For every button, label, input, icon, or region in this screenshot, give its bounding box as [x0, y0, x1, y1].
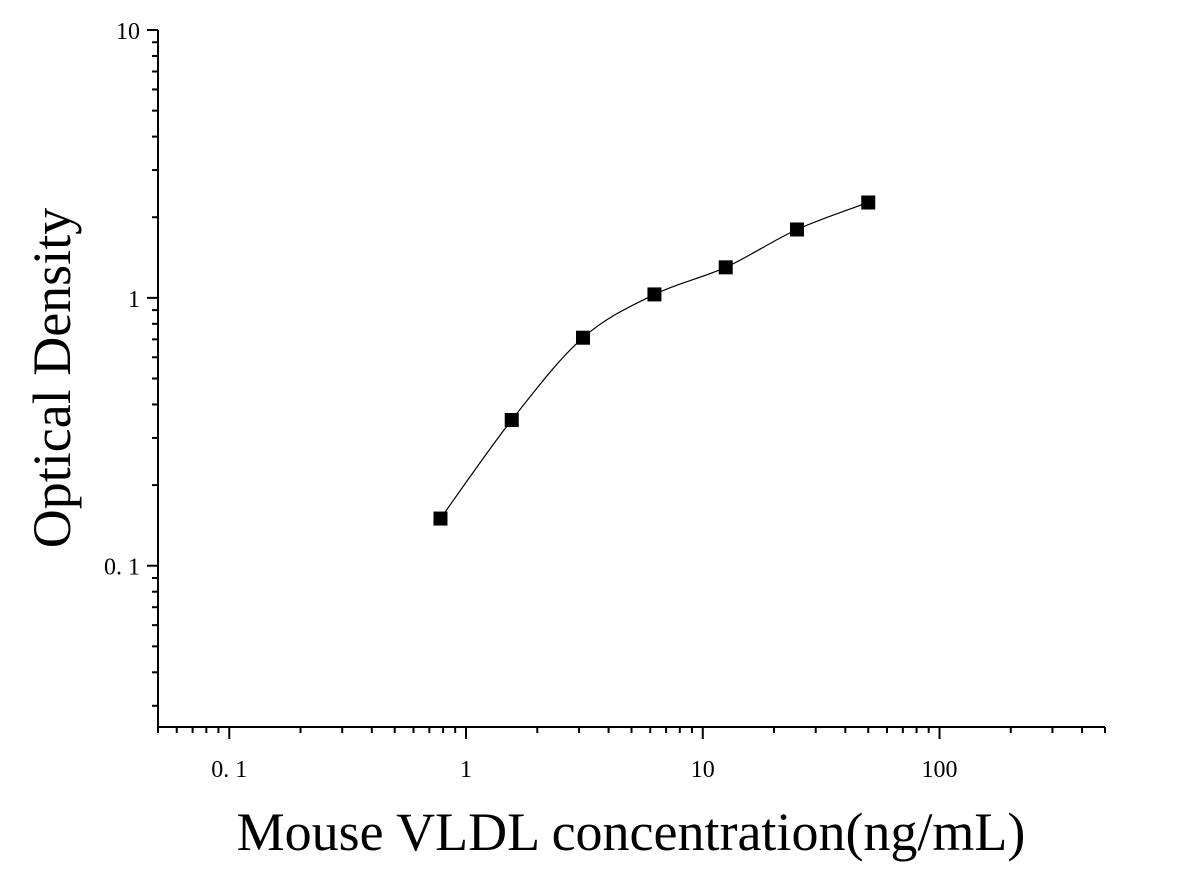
fit-curve-group: [439, 201, 869, 519]
fit-curve: [439, 201, 869, 519]
x-tick-label: 1: [460, 757, 472, 783]
data-point: [504, 412, 519, 427]
data-point: [718, 260, 733, 275]
data-point: [861, 195, 876, 210]
y-tick-label: 0. 1: [104, 555, 140, 581]
axes: [157, 30, 1105, 728]
y-axis-label: Optical Density: [22, 208, 82, 548]
x-tick-label: 0. 1: [211, 757, 247, 783]
y-tick-label: 1: [128, 287, 140, 313]
x-tick-label: 100: [922, 757, 958, 783]
x-axis-ticks: 0. 1 1 10 100: [157, 727, 1106, 783]
data-point: [576, 330, 591, 345]
data-point: [647, 287, 662, 302]
data-points: [433, 195, 876, 526]
y-tick-label: 10: [116, 19, 140, 45]
data-point: [789, 222, 804, 237]
y-axis-ticks: 0. 1 1 10: [104, 19, 158, 707]
data-point: [433, 511, 448, 526]
x-tick-label: 10: [691, 757, 715, 783]
x-axis-label: Mouse VLDL concentration(ng/mL): [237, 802, 1026, 862]
